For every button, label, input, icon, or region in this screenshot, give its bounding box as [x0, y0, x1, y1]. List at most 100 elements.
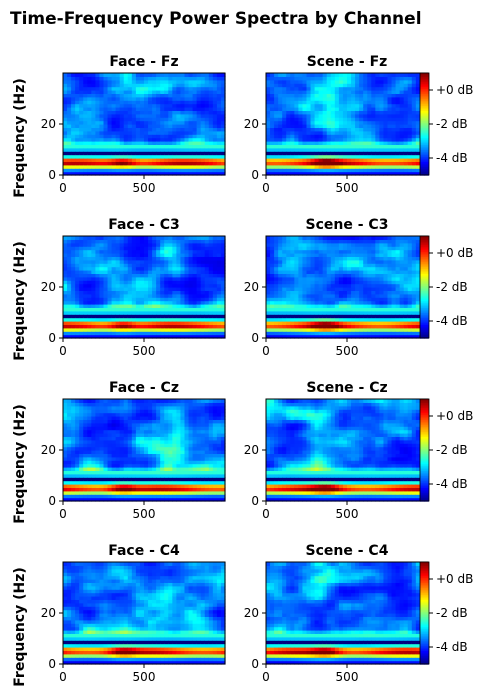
heatmap-cell	[371, 120, 376, 125]
heatmap-cell	[103, 314, 109, 319]
heatmap-cell	[87, 164, 92, 169]
heatmap-cell	[302, 280, 308, 285]
heatmap-cell	[290, 324, 295, 329]
heatmap-cell	[387, 310, 393, 315]
heatmap-cell	[79, 331, 84, 336]
heatmap-cell	[294, 300, 299, 305]
heatmap-cell	[266, 151, 271, 156]
heatmap-cell	[152, 110, 157, 115]
heatmap-cell	[200, 246, 206, 251]
heatmap-cell	[387, 171, 393, 176]
heatmap-cell	[152, 266, 157, 271]
heatmap-cell	[351, 273, 356, 278]
heatmap-cell	[220, 276, 226, 281]
heatmap-cell	[83, 144, 88, 149]
heatmap-cell	[342, 310, 348, 315]
heatmap-cell	[103, 327, 109, 332]
heatmap-cell	[367, 130, 372, 135]
heatmap-cell	[83, 236, 88, 240]
heatmap-cell	[330, 113, 336, 118]
heatmap-cell	[119, 134, 125, 139]
heatmap-cell	[67, 334, 72, 339]
heatmap-cell	[168, 283, 173, 288]
heatmap-cell	[294, 249, 299, 254]
heatmap-cell	[188, 171, 194, 176]
heatmap-cell	[302, 100, 308, 105]
heatmap-cell	[71, 307, 76, 312]
heatmap-cell	[160, 307, 165, 312]
heatmap-cell	[379, 310, 385, 315]
heatmap-cell	[107, 297, 113, 302]
heatmap-cell	[322, 290, 328, 295]
heatmap-cell	[208, 334, 214, 339]
colorbar-step	[420, 244, 429, 247]
heatmap-cell	[395, 83, 401, 88]
heatmap-cell	[282, 263, 287, 268]
heatmap-cell	[266, 280, 271, 285]
heatmap-cell	[326, 83, 332, 88]
heatmap-cell	[83, 96, 88, 101]
heatmap-cell	[351, 76, 356, 81]
heatmap-cell	[180, 266, 186, 271]
heatmap-cell	[83, 249, 88, 254]
heatmap-cell	[290, 124, 295, 128]
heatmap-cell	[208, 297, 214, 302]
heatmap-cell	[270, 324, 275, 329]
heatmap-cell	[67, 113, 72, 118]
heatmap-cell	[282, 147, 287, 152]
heatmap-cell	[192, 321, 198, 325]
heatmap-cell	[286, 127, 291, 132]
colorbar-step	[420, 237, 429, 240]
heatmap-cell	[216, 242, 222, 247]
heatmap-cell	[216, 270, 222, 274]
heatmap-cell	[216, 144, 222, 149]
heatmap-cell	[379, 73, 385, 77]
heatmap-cell	[164, 100, 169, 105]
heatmap-cell	[135, 246, 141, 251]
heatmap-cell	[103, 280, 109, 285]
heatmap-cell	[322, 90, 328, 94]
heatmap-cell	[278, 110, 283, 115]
heatmap-cell	[63, 266, 68, 271]
heatmap-cell	[196, 236, 202, 240]
heatmap-cell	[168, 137, 173, 142]
heatmap-cell	[188, 120, 194, 125]
heatmap-cell	[127, 263, 133, 268]
heatmap-cell	[334, 137, 340, 142]
heatmap-cell	[330, 253, 336, 257]
heatmap-cell	[326, 73, 332, 77]
heatmap-cell	[379, 100, 385, 105]
heatmap-cell	[83, 263, 88, 268]
heatmap-cell	[326, 253, 332, 257]
heatmap-cell	[135, 236, 141, 240]
heatmap-cell	[375, 236, 380, 240]
heatmap-cell	[144, 236, 149, 240]
heatmap-cell	[180, 117, 186, 122]
heatmap-cell	[302, 259, 308, 264]
heatmap-cell	[310, 130, 316, 135]
heatmap-cell	[270, 327, 275, 332]
heatmap-cell	[347, 161, 352, 166]
heatmap-cell	[212, 86, 218, 91]
heatmap-cell	[131, 263, 137, 268]
heatmap-cell	[135, 297, 141, 302]
heatmap-cell	[395, 293, 401, 298]
heatmap-cell	[63, 161, 68, 166]
heatmap-cell	[351, 297, 356, 302]
heatmap-cell	[314, 263, 320, 268]
heatmap-cell	[184, 266, 190, 271]
heatmap-cell	[282, 331, 287, 336]
heatmap-cell	[387, 287, 393, 291]
heatmap-cell	[278, 293, 283, 298]
heatmap-cell	[367, 158, 372, 162]
heatmap-cell	[347, 324, 352, 329]
heatmap-cell	[99, 280, 105, 285]
heatmap-cell	[286, 280, 291, 285]
heatmap-cell	[131, 307, 137, 312]
heatmap-cell	[415, 307, 421, 312]
heatmap-cell	[148, 90, 153, 94]
heatmap-cell	[123, 321, 129, 325]
heatmap-cell	[87, 297, 92, 302]
heatmap-cell	[95, 147, 101, 152]
heatmap-cell	[403, 100, 409, 105]
